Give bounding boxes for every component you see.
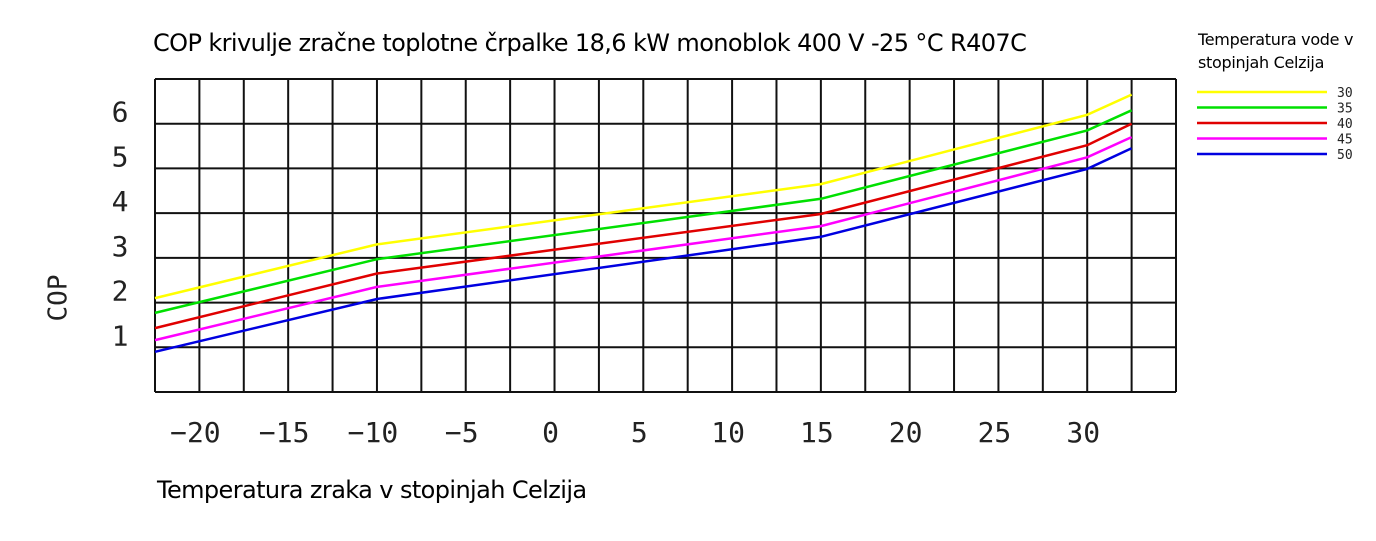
series-line-50 bbox=[154, 147, 1133, 354]
legend-title: Temperatura vode v stopinjah Celzija bbox=[1198, 30, 1354, 72]
legend-label-45: 45 bbox=[1337, 133, 1353, 148]
y-tick-label: 3 bbox=[112, 230, 129, 263]
legend-label-35: 35 bbox=[1337, 102, 1353, 117]
legend-label-30: 30 bbox=[1337, 86, 1353, 101]
x-tick-label: 30 bbox=[1066, 416, 1100, 449]
x-tick-label: 10 bbox=[711, 416, 745, 449]
x-tick-label: 20 bbox=[889, 416, 923, 449]
series-line-45 bbox=[154, 135, 1133, 342]
y-tick-label: 4 bbox=[112, 185, 129, 218]
legend-label-40: 40 bbox=[1337, 117, 1353, 132]
series-lines bbox=[154, 93, 1133, 354]
series-line-35 bbox=[154, 109, 1133, 315]
chart-title: COP krivulje zračne toplotne črpalke 18,… bbox=[153, 29, 1027, 57]
y-tick-label: 2 bbox=[112, 275, 129, 308]
series-line-30 bbox=[154, 93, 1133, 300]
y-tick-labels: 1 2 3 4 5 6 bbox=[112, 96, 129, 353]
x-axis-label: Temperatura zraka v stopinjah Celzija bbox=[157, 476, 587, 504]
y-tick-label: 5 bbox=[112, 140, 129, 173]
x-tick-label: 0 bbox=[542, 416, 559, 449]
y-tick-label: 6 bbox=[112, 96, 129, 129]
x-tick-label: 15 bbox=[800, 416, 834, 449]
legend-label-50: 50 bbox=[1337, 148, 1353, 163]
x-tick-label: −10 bbox=[348, 416, 399, 449]
x-tick-label: −5 bbox=[445, 416, 479, 449]
x-tick-label: −20 bbox=[170, 416, 221, 449]
x-tick-label: −15 bbox=[259, 416, 310, 449]
y-tick-label: 1 bbox=[112, 319, 129, 352]
x-tick-label: 25 bbox=[978, 416, 1012, 449]
grid-lines bbox=[154, 78, 1177, 393]
x-tick-labels: −20 −15 −10 −5 0 5 10 15 20 25 30 bbox=[170, 416, 1100, 449]
x-tick-label: 5 bbox=[631, 416, 648, 449]
series-line-40 bbox=[154, 122, 1133, 330]
